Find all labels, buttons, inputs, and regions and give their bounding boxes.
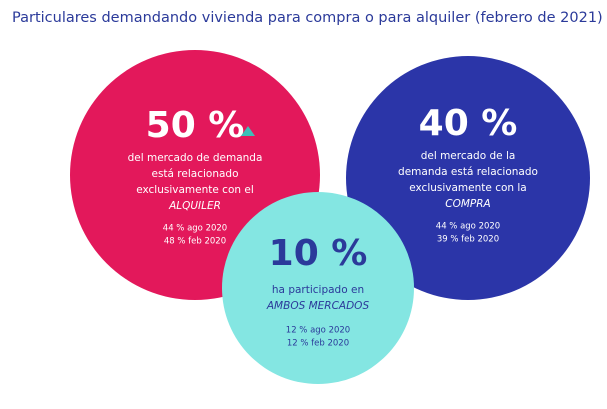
- circle: [222, 192, 414, 384]
- history: 44 % ago 2020: [436, 222, 500, 232]
- history: 39 % feb 2020: [437, 235, 499, 245]
- history: 12 % ago 2020: [286, 326, 350, 336]
- history: 48 % feb 2020: [164, 237, 226, 247]
- percentage: 40 %: [419, 103, 518, 144]
- emphasis: AMBOS MERCADOS: [266, 300, 370, 312]
- history: 44 % ago 2020: [163, 224, 227, 234]
- percentage: 50 %: [146, 105, 245, 146]
- description: ha participado en: [272, 284, 364, 296]
- description: demanda está relacionado: [398, 166, 538, 178]
- circle: [346, 56, 590, 300]
- percentage: 10 %: [269, 233, 368, 274]
- emphasis: ALQUILER: [168, 200, 221, 212]
- history: 12 % feb 2020: [287, 339, 349, 349]
- title: Particulares demandando vivienda para co…: [12, 10, 603, 26]
- description: del mercado de demanda: [128, 152, 263, 164]
- description: está relacionado: [151, 168, 238, 180]
- emphasis: COMPRA: [445, 198, 490, 210]
- description: del mercado de la: [421, 150, 516, 162]
- up-triangle: [241, 126, 255, 136]
- description: exclusivamente con el: [136, 184, 254, 196]
- description: exclusivamente con la: [409, 182, 526, 194]
